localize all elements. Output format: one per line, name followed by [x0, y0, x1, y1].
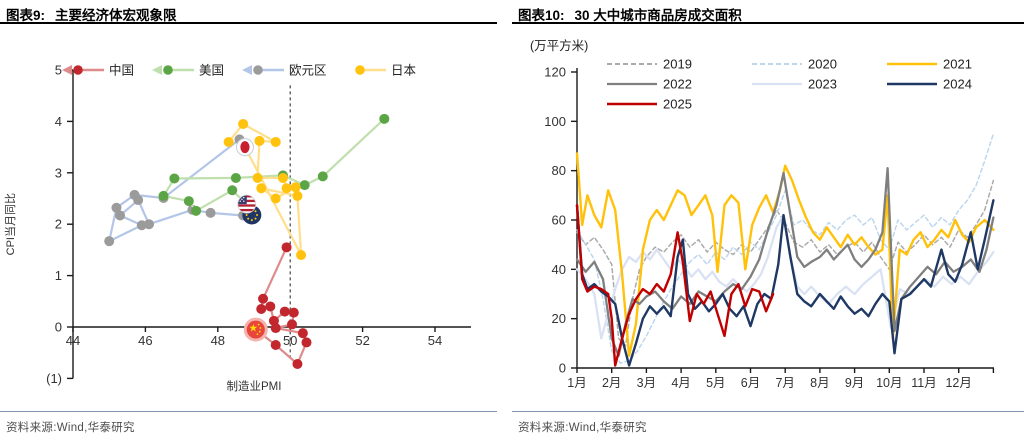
svg-text:4月: 4月 [671, 376, 690, 390]
svg-text:54: 54 [428, 333, 442, 348]
svg-text:制造业PMI: 制造业PMI [227, 379, 282, 393]
legend-item-y2019: 2019 [607, 57, 692, 72]
svg-text:2月: 2月 [602, 376, 621, 390]
macro-quadrant-scatter-chart: (1) 0 1 2 3 4 5 44 46 48 50 52 54 制造业PMI CPI当月同比 中国 美国 欧元… [3, 63, 471, 394]
svg-text:80: 80 [552, 163, 566, 178]
svg-text:CPI当月同比: CPI当月同比 [3, 193, 17, 255]
svg-text:1: 1 [55, 268, 62, 283]
svg-text:3月: 3月 [637, 376, 656, 390]
left-chart-title-label: 图表9: [6, 8, 46, 23]
axis-labels: (1) 0 1 2 3 4 5 44 46 48 50 52 54 制造业PMI CPI当月同比 [3, 63, 442, 394]
legend-item-y2023: 2023 [752, 77, 837, 92]
svg-text:2025: 2025 [663, 97, 692, 112]
japan-flag-marker [235, 138, 254, 157]
china-flag-marker [243, 317, 268, 342]
series-japan [223, 118, 307, 261]
svg-text:1月: 1月 [567, 376, 586, 390]
series-china [254, 242, 312, 370]
svg-text:日本: 日本 [391, 64, 417, 78]
us-flag-marker [237, 194, 257, 214]
svg-text:2022: 2022 [663, 77, 692, 92]
svg-text:2: 2 [55, 217, 62, 232]
legend-item-eurozone: 欧元区 [242, 64, 327, 78]
svg-text:48: 48 [211, 333, 225, 348]
legend-item-y2021: 2021 [887, 57, 972, 72]
left-footer-divider [0, 411, 497, 412]
svg-text:52: 52 [355, 333, 369, 348]
svg-text:2019: 2019 [663, 57, 692, 72]
legend-item-y2025: 2025 [607, 97, 692, 112]
svg-text:12月: 12月 [945, 376, 971, 390]
left-title-divider [0, 22, 497, 24]
svg-text:6月: 6月 [741, 376, 760, 390]
svg-text:11月: 11月 [911, 376, 936, 390]
svg-text:中国: 中国 [109, 63, 134, 78]
svg-text:美国: 美国 [199, 64, 224, 78]
svg-text:欧元区: 欧元区 [289, 64, 327, 78]
svg-text:8月: 8月 [810, 376, 829, 390]
scatter-legend: 中国 美国 欧元区 日本 [62, 63, 417, 78]
legend-item-japan: 日本 [355, 64, 417, 78]
svg-text:40: 40 [552, 262, 566, 277]
svg-text:7月: 7月 [775, 376, 794, 390]
svg-text:2021: 2021 [943, 57, 972, 72]
svg-text:5: 5 [55, 63, 62, 78]
svg-text:2024: 2024 [943, 77, 972, 92]
left-chart-title: 图表9: 主要经济体宏观象限 [6, 4, 177, 24]
left-chart-title-text: 主要经济体宏观象限 [55, 8, 177, 23]
series-y2022 [575, 167, 995, 357]
legend-arrow-icon [242, 65, 252, 75]
legend-arrow-icon [62, 65, 72, 75]
svg-text:4: 4 [55, 114, 62, 129]
legend-arrow-icon [152, 65, 162, 75]
legend-item-y2022: 2022 [607, 77, 692, 92]
axis-labels: 0 20 40 60 80 100 120 1月 2月 3月 4月 5月 6月 7月 8月 9月 10月 11月 1… [530, 38, 972, 390]
svg-text:60: 60 [552, 212, 566, 227]
series-y2019 [576, 179, 995, 347]
svg-text:2020: 2020 [808, 57, 837, 72]
left-source-note: 资料来源:Wind,华泰研究 [6, 422, 135, 434]
svg-text:46: 46 [138, 333, 152, 348]
right-footer-divider [512, 411, 1024, 412]
legend-item-china: 中国 [62, 63, 134, 78]
legend-item-us: 美国 [152, 64, 224, 78]
axes [67, 69, 471, 380]
line-legend: 2019 2020 2021 2022 2023 2024 2025 [607, 57, 972, 112]
svg-text:10月: 10月 [876, 376, 902, 390]
right-source-note: 资料来源:Wind,华泰研究 [518, 422, 647, 434]
right-title-divider [512, 22, 1024, 24]
svg-text:120: 120 [544, 64, 566, 79]
series-y2025 [575, 204, 775, 367]
svg-text:(1): (1) [46, 371, 62, 386]
series-y2024 [575, 199, 995, 367]
svg-text:50: 50 [283, 333, 297, 348]
series-us [158, 113, 390, 216]
svg-text:0: 0 [559, 361, 566, 376]
svg-text:44: 44 [66, 333, 80, 348]
svg-text:5月: 5月 [706, 376, 725, 390]
svg-text:0: 0 [55, 320, 62, 335]
svg-text:9月: 9月 [845, 376, 864, 390]
housing-sales-line-chart: 0 20 40 60 80 100 120 1月 2月 3月 4月 5月 6月 7月 8月 9月 10月 11月 1… [530, 38, 995, 390]
svg-text:20: 20 [552, 311, 566, 326]
svg-text:3: 3 [55, 165, 62, 180]
unit-label: (万平方米) [530, 38, 588, 53]
right-chart-title: 图表10: 30 大中城市商品房成交面积 [518, 4, 742, 24]
legend-item-y2024: 2024 [887, 77, 972, 92]
right-chart-title-label: 图表10: [518, 8, 565, 23]
svg-text:2023: 2023 [808, 77, 837, 92]
svg-text:100: 100 [544, 114, 566, 129]
right-chart-title-text: 30 大中城市商品房成交面积 [574, 8, 742, 23]
legend-item-y2020: 2020 [752, 57, 837, 72]
